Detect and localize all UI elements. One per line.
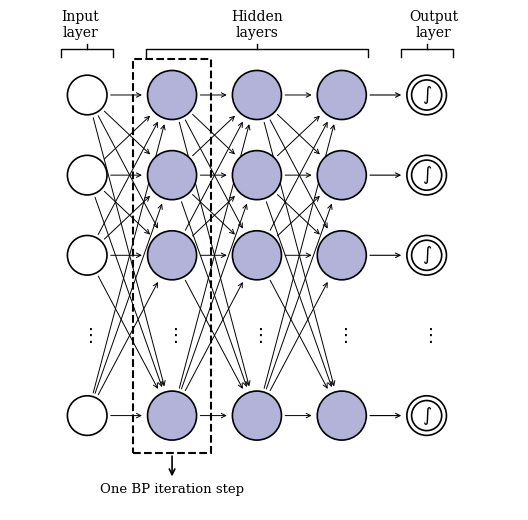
Circle shape <box>317 391 366 440</box>
Circle shape <box>232 151 281 200</box>
Text: $\vdots$: $\vdots$ <box>81 326 93 345</box>
Text: $\int$: $\int$ <box>421 84 432 106</box>
Text: Hidden
layers: Hidden layers <box>231 10 283 40</box>
Circle shape <box>147 71 196 120</box>
Text: $\vdots$: $\vdots$ <box>421 326 432 345</box>
Circle shape <box>147 391 196 440</box>
Circle shape <box>147 231 196 280</box>
Circle shape <box>317 151 366 200</box>
Circle shape <box>68 396 107 435</box>
Circle shape <box>232 71 281 120</box>
Text: $\int$: $\int$ <box>421 405 432 426</box>
Bar <box>134 59 211 453</box>
Circle shape <box>68 75 107 115</box>
Circle shape <box>147 151 196 200</box>
Circle shape <box>407 75 447 115</box>
Circle shape <box>317 71 366 120</box>
Text: $\int$: $\int$ <box>421 244 432 266</box>
Text: $\vdots$: $\vdots$ <box>336 326 348 345</box>
Text: Input
layer: Input layer <box>61 10 99 40</box>
Circle shape <box>407 236 447 275</box>
Circle shape <box>317 231 366 280</box>
Circle shape <box>412 240 442 270</box>
Circle shape <box>68 236 107 275</box>
Text: $\vdots$: $\vdots$ <box>166 326 178 345</box>
Circle shape <box>68 155 107 195</box>
Circle shape <box>412 80 442 110</box>
Text: Output
layer: Output layer <box>409 10 458 40</box>
Text: $\vdots$: $\vdots$ <box>251 326 263 345</box>
Circle shape <box>412 400 442 431</box>
Text: $\int$: $\int$ <box>421 164 432 186</box>
Circle shape <box>407 155 447 195</box>
Circle shape <box>407 396 447 435</box>
Circle shape <box>232 231 281 280</box>
Circle shape <box>412 160 442 190</box>
Text: One BP iteration step: One BP iteration step <box>100 483 244 496</box>
Circle shape <box>232 391 281 440</box>
